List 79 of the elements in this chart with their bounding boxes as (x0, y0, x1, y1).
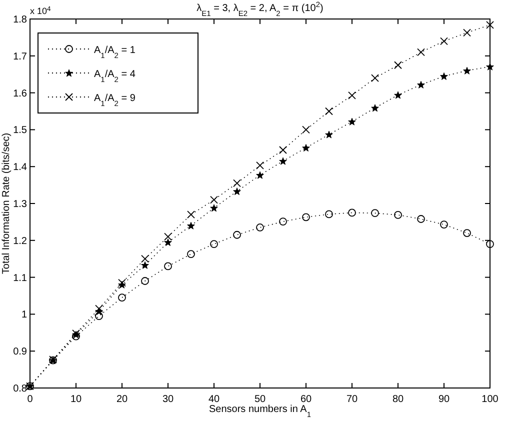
y-tick-label: 1.4 (13, 162, 28, 174)
point (348, 91, 356, 100)
point (164, 262, 172, 270)
point (279, 157, 287, 165)
point (210, 240, 218, 248)
x-tick-label: 90 (438, 394, 450, 405)
point (233, 230, 241, 239)
point (118, 294, 126, 302)
x-axis-title: Sensors numbers in A$_{1}$ (209, 404, 311, 418)
point (95, 312, 103, 320)
legend-label: A$_{1}$/A$_{2}$ = 1 (94, 45, 136, 60)
x-tick-label: 70 (346, 394, 358, 405)
y-tick-label: 1.5 (13, 125, 28, 136)
y-tick-label: 1.6 (13, 88, 28, 100)
y-tick-label: 1.7 (13, 51, 28, 62)
y-tick-label: 1 (21, 310, 28, 321)
y-tick-label: 1.1 (13, 272, 28, 284)
point (95, 304, 103, 313)
point (325, 210, 333, 218)
point (187, 210, 195, 219)
point (302, 126, 310, 134)
point (141, 254, 149, 263)
point (440, 220, 448, 228)
point (417, 215, 425, 223)
point (302, 144, 310, 152)
x-tick-label: 40 (208, 394, 220, 405)
y-tick-label: 1.2 (13, 236, 28, 247)
point (164, 232, 172, 241)
point (233, 179, 241, 188)
point (394, 91, 402, 99)
point (325, 107, 333, 116)
point (348, 208, 356, 217)
point (440, 72, 448, 80)
point (371, 74, 379, 82)
x-tick-label: 30 (162, 394, 174, 405)
point (325, 130, 333, 138)
x-tick-label: 10 (70, 394, 82, 405)
point (394, 210, 402, 219)
x-tick-label: 50 (254, 394, 266, 405)
point (256, 171, 264, 179)
y-tick-label: 1.8 (13, 14, 28, 26)
point (486, 240, 494, 248)
point (463, 28, 471, 37)
point (141, 277, 149, 285)
x-tick-label: 100 (482, 394, 499, 405)
point (187, 222, 195, 230)
y-tick-label: 0.8 (13, 384, 28, 394)
x-tick-label: 80 (392, 394, 404, 405)
x-tick-label: 60 (300, 394, 312, 405)
chart-title: λ$_{E1}$ = 3, λ$_{E2}$ = 2, A$_{2}$ = π (10$^{2}$) (196, 0, 324, 18)
point (279, 146, 287, 154)
point (210, 204, 218, 212)
point (417, 48, 425, 56)
point (440, 37, 448, 46)
point (417, 80, 425, 88)
point (302, 213, 310, 222)
legend-label: A$_{1}$/A$_{2}$ = 4 (94, 69, 136, 84)
point (279, 218, 287, 226)
y-tick-label: 0.9 (13, 346, 28, 358)
point (256, 224, 264, 232)
point (371, 104, 379, 112)
point (348, 118, 356, 126)
point (233, 188, 241, 196)
point (187, 250, 195, 258)
x-tick-label: 0 (27, 394, 34, 405)
point (486, 20, 494, 29)
y-axis-title: Total Information Rate (bits/sec) (1, 132, 12, 274)
point (141, 261, 149, 269)
point (210, 196, 218, 204)
y-tick-label: 1.3 (13, 199, 28, 210)
point (463, 229, 471, 237)
point (164, 238, 172, 246)
x-tick-label: 20 (116, 394, 128, 405)
point (256, 162, 264, 170)
point (394, 61, 402, 70)
point (371, 209, 379, 218)
point (463, 66, 471, 74)
legend-label: A$_{1}$/A$_{2}$ = 9 (94, 93, 136, 108)
text: x 10$^{4}$ (30, 6, 52, 16)
